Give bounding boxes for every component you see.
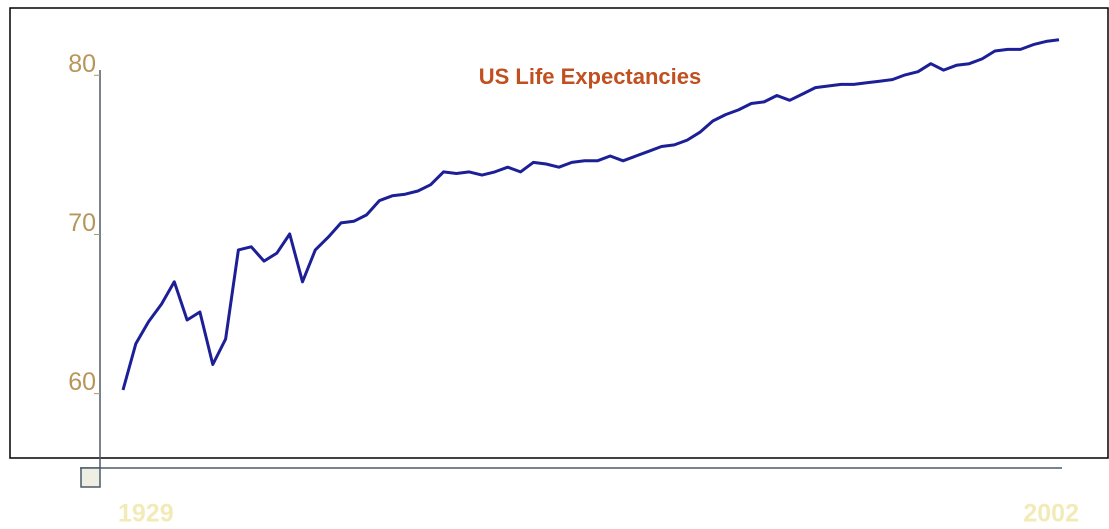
frame <box>9 7 1109 459</box>
axis-corner <box>80 467 101 488</box>
y-tick-label: 80 <box>68 50 96 78</box>
x-tick-label: 1929 <box>118 500 174 528</box>
line <box>121 38 1060 391</box>
x-tick-label: 2002 <box>1023 500 1079 528</box>
y-tick-label: 60 <box>68 368 96 396</box>
chart-title: US Life Expectancies <box>479 64 702 89</box>
y-tick-label: 70 <box>68 209 96 237</box>
